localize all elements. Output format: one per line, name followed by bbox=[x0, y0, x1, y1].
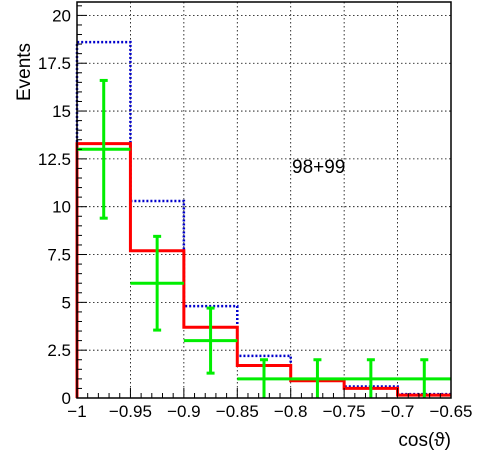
x-tick-label: −0.7 bbox=[381, 402, 415, 421]
x-tick-label: −0.75 bbox=[323, 402, 366, 421]
x-tick-label: −0.8 bbox=[274, 402, 308, 421]
y-axis-title: Events bbox=[14, 43, 35, 101]
axes: −1 −0.95 −0.9 −0.85 −0.8 −0.75 −0.7 −0.65 0 2.5 5 7… bbox=[38, 5, 473, 421]
annotation-label: 98+99 bbox=[292, 157, 345, 178]
y-tick-label: 20 bbox=[52, 6, 71, 25]
y-tick-label: 5 bbox=[62, 293, 71, 312]
y-tick-label: 15 bbox=[52, 102, 71, 121]
series-solid-histogram bbox=[75, 142, 451, 398]
x-tick-label: −0.95 bbox=[109, 402, 152, 421]
y-tick-label: 10 bbox=[52, 198, 71, 217]
x-tick-label: −1 bbox=[67, 402, 86, 421]
histogram-dotted-line bbox=[75, 40, 451, 398]
x-tick-label: −0.9 bbox=[167, 402, 201, 421]
y-tick-label: 7.5 bbox=[47, 246, 71, 265]
histogram-solid-line bbox=[75, 142, 451, 398]
series-dotted-histogram bbox=[75, 40, 451, 398]
x-tick-label: −0.65 bbox=[429, 402, 472, 421]
series-data-points bbox=[77, 78, 451, 398]
x-axis-title: cos(ϑ) bbox=[398, 430, 451, 451]
y-tick-label: 0 bbox=[62, 389, 71, 408]
y-tick-label: 12.5 bbox=[38, 150, 71, 169]
grid-lines bbox=[77, 2, 451, 398]
y-tick-label: 17.5 bbox=[38, 54, 71, 73]
plot-frame bbox=[76, 1, 452, 399]
x-tick-label: −0.85 bbox=[216, 402, 259, 421]
y-tick-label: 2.5 bbox=[47, 341, 71, 360]
